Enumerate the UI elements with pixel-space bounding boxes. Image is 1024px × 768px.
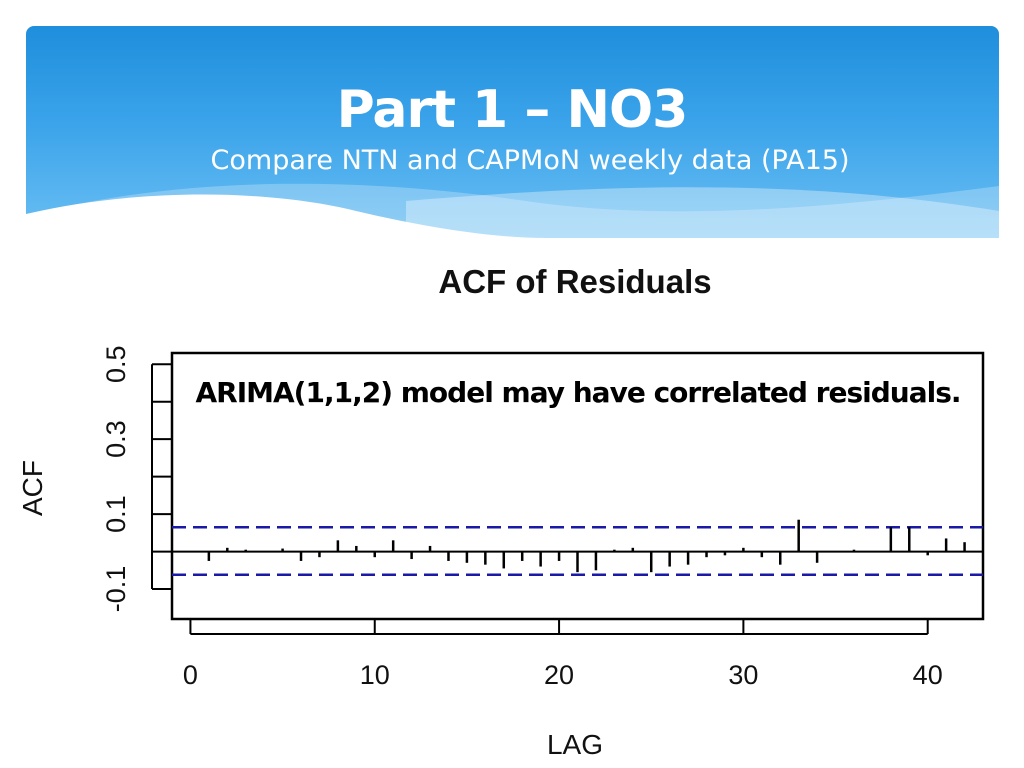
y-tick-label: -0.1: [101, 566, 131, 613]
x-tick-label: 30: [728, 660, 758, 690]
chart-title: ACF of Residuals: [438, 263, 711, 300]
y-axis-label: ACF: [17, 460, 48, 516]
x-tick-label: 20: [544, 660, 574, 690]
banner-wave-graphic: [26, 183, 999, 238]
slide-title: Part 1 – NO3: [336, 80, 689, 140]
chart-annotation: ARIMA(1,1,2) model may have correlated r…: [196, 376, 961, 409]
x-tick-label: 40: [913, 660, 943, 690]
y-tick-label: 0.5: [101, 345, 131, 383]
x-axis-label: LAG: [547, 729, 603, 760]
y-tick-label: 0.1: [101, 495, 131, 533]
plot-area: 0 10 20 30 40 -0.1 0.1 0.3 0.5: [101, 345, 985, 690]
y-tick-label: 0.3: [101, 420, 131, 458]
plot-frame: [170, 351, 985, 621]
slide-subtitle: Compare NTN and CAPMoN weekly data (PA15…: [210, 145, 850, 176]
x-tick-label: 0: [183, 660, 198, 690]
title-banner: [26, 26, 999, 238]
x-tick-label: 10: [360, 660, 390, 690]
